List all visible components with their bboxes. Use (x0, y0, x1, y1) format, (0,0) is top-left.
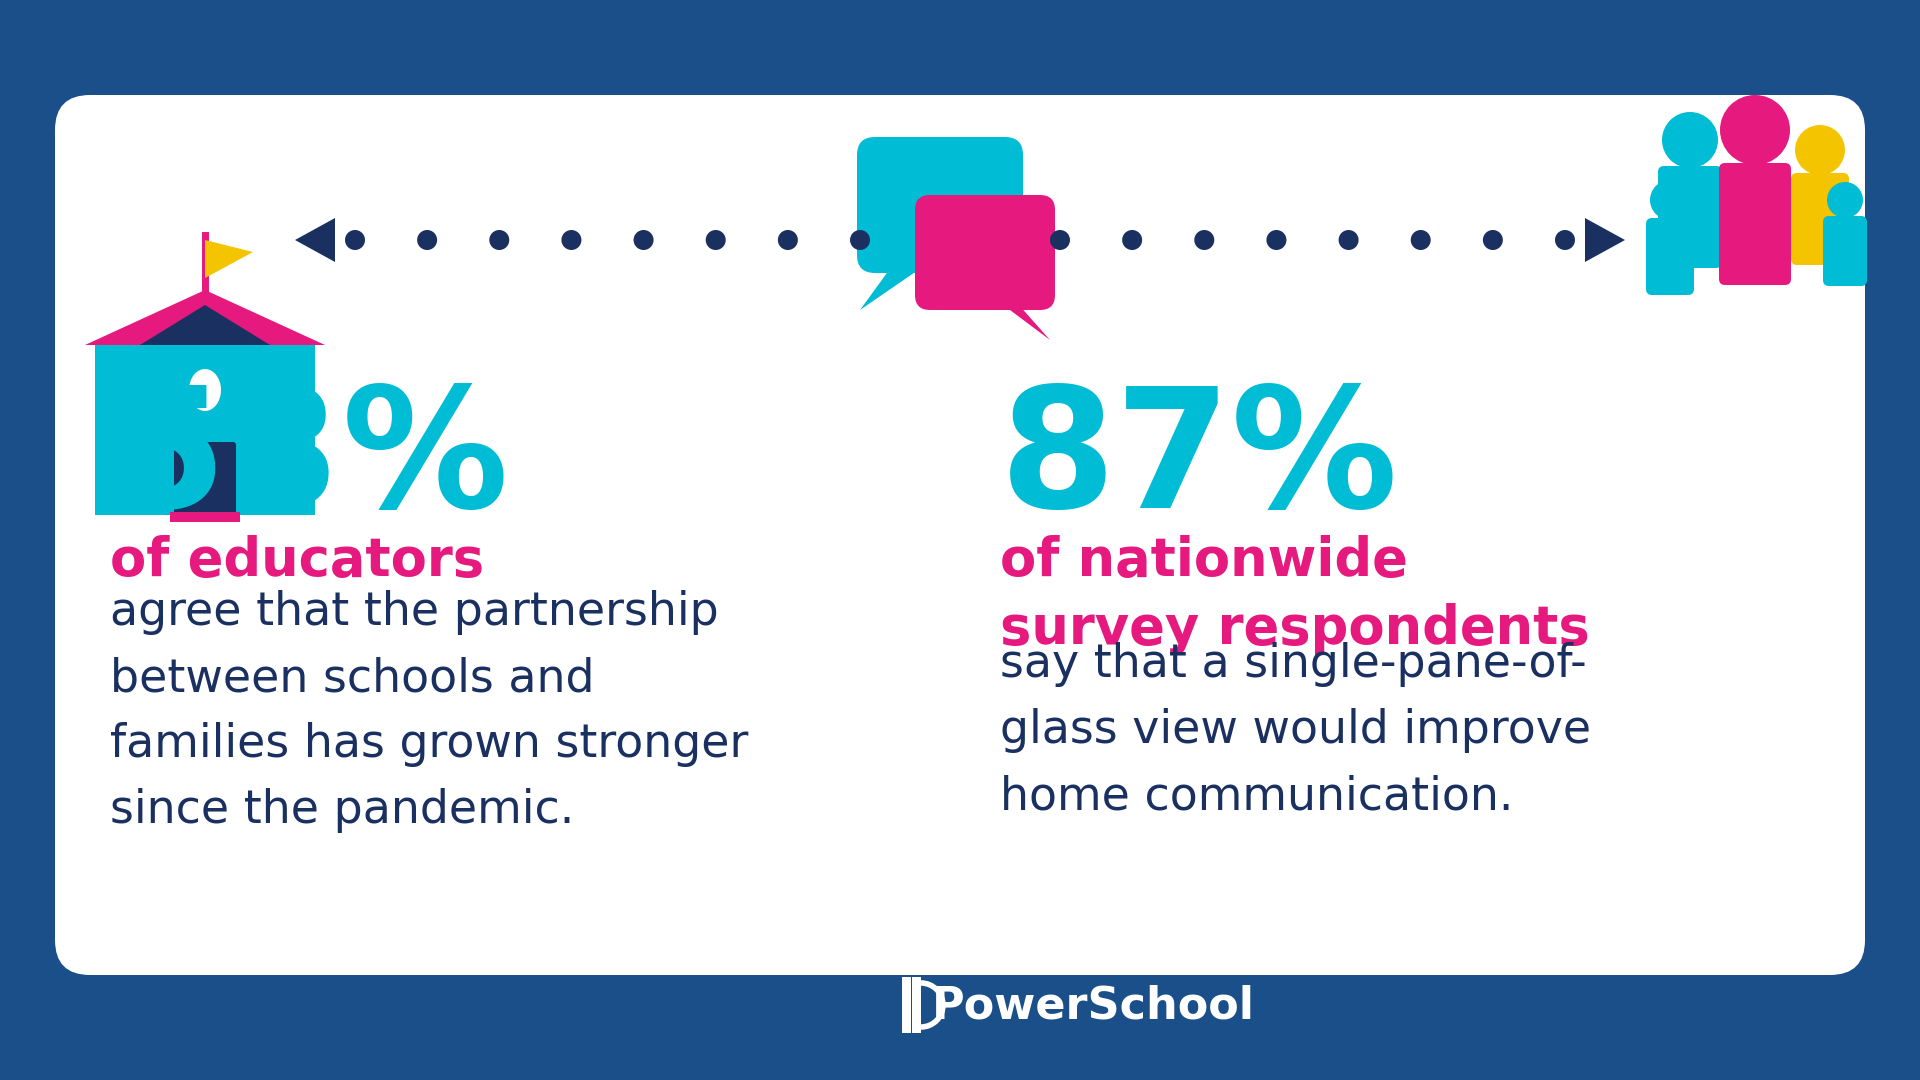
Circle shape (1795, 125, 1845, 175)
Text: of nationwide
survey respondents: of nationwide survey respondents (1000, 535, 1590, 656)
FancyBboxPatch shape (56, 95, 1864, 975)
FancyBboxPatch shape (1645, 218, 1693, 295)
Ellipse shape (1555, 230, 1574, 249)
Ellipse shape (1482, 230, 1503, 249)
Polygon shape (860, 255, 941, 310)
Text: 53%: 53% (109, 380, 509, 543)
Bar (912, 977, 922, 1032)
Ellipse shape (851, 230, 870, 249)
FancyBboxPatch shape (175, 442, 236, 518)
Polygon shape (205, 240, 253, 278)
FancyBboxPatch shape (916, 195, 1054, 310)
Text: PowerSchool: PowerSchool (931, 985, 1256, 1027)
Ellipse shape (490, 230, 509, 249)
Circle shape (1720, 95, 1789, 165)
Bar (902, 977, 910, 1032)
Ellipse shape (1050, 230, 1069, 249)
Ellipse shape (707, 230, 726, 249)
FancyBboxPatch shape (1718, 163, 1791, 285)
Bar (94, 345, 315, 515)
Ellipse shape (417, 230, 438, 249)
Text: 87%: 87% (1000, 380, 1400, 543)
Ellipse shape (1267, 230, 1286, 249)
Circle shape (1649, 180, 1690, 220)
FancyBboxPatch shape (1791, 173, 1849, 265)
Ellipse shape (1121, 230, 1142, 249)
FancyBboxPatch shape (1822, 216, 1866, 286)
Circle shape (1828, 183, 1862, 218)
Ellipse shape (346, 230, 365, 249)
Polygon shape (1586, 218, 1624, 262)
Circle shape (1663, 112, 1718, 168)
Text: agree that the partnership
between schools and
families has grown stronger
since: agree that the partnership between schoo… (109, 590, 749, 833)
Ellipse shape (188, 369, 221, 411)
Ellipse shape (1411, 230, 1430, 249)
Polygon shape (991, 295, 1050, 340)
Ellipse shape (634, 230, 653, 249)
Text: of educators: of educators (109, 535, 484, 588)
Polygon shape (84, 291, 324, 345)
Ellipse shape (1194, 230, 1213, 249)
Ellipse shape (778, 230, 799, 249)
FancyBboxPatch shape (1659, 166, 1722, 268)
Polygon shape (140, 305, 271, 345)
Ellipse shape (1338, 230, 1359, 249)
Text: say that a single-pane-of-
glass view would improve
home communication.: say that a single-pane-of- glass view wo… (1000, 642, 1592, 819)
Bar (171, 512, 240, 522)
Polygon shape (296, 218, 334, 262)
Ellipse shape (561, 230, 582, 249)
FancyBboxPatch shape (856, 137, 1023, 273)
